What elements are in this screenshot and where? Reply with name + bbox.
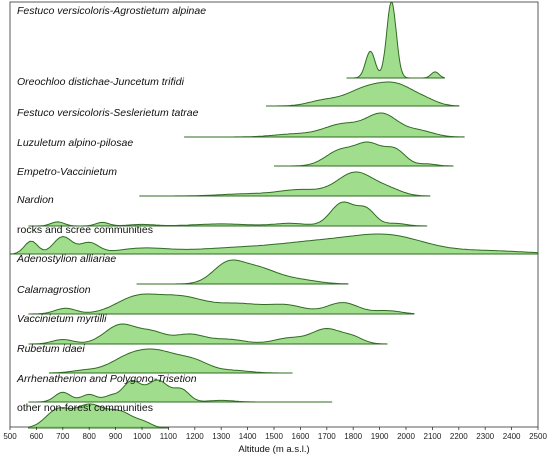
plot-frame xyxy=(9,1,539,428)
ridge-10 xyxy=(49,348,293,374)
x-tick-label-2: 700 xyxy=(56,432,70,441)
x-tick-label-9: 1400 xyxy=(239,432,257,441)
ridge-label-4: Empetro-Vaccinietum xyxy=(17,166,117,178)
x-tick-label-19: 2400 xyxy=(503,432,521,441)
x-tick-label-14: 1900 xyxy=(371,432,389,441)
ridge-1 xyxy=(266,81,460,107)
ridge-5 xyxy=(28,201,428,227)
x-tick-label-0: 500 xyxy=(3,432,17,441)
ridge-6 xyxy=(9,233,539,255)
ridge-label-3: Luzuletum alpino-pilosae xyxy=(17,137,133,149)
x-tick-label-10: 1500 xyxy=(265,432,283,441)
ridge-label-9: Vaccinietum myrtilli xyxy=(17,313,107,325)
x-tick-label-15: 2000 xyxy=(397,432,415,441)
x-tick-label-18: 2300 xyxy=(476,432,494,441)
x-tick-label-3: 800 xyxy=(83,432,97,441)
x-axis-title: Altitude (m a.s.l.) xyxy=(238,444,309,455)
x-tick-label-7: 1200 xyxy=(186,432,204,441)
x-tick-label-12: 1700 xyxy=(318,432,336,441)
ridge-label-8: Calamagrostion xyxy=(17,284,91,296)
ridge-label-10: Rubetum idaei xyxy=(17,343,85,355)
ridge-8 xyxy=(28,293,415,315)
x-tick-label-5: 1000 xyxy=(133,432,151,441)
ridge-label-6: rocks and scree communities xyxy=(17,224,153,236)
ridge-label-2: Festuco versicoloris-Seslerietum tatrae xyxy=(17,107,199,119)
x-tick-label-20: 2500 xyxy=(529,432,547,441)
x-tick-label-11: 1600 xyxy=(292,432,310,441)
ridge-4 xyxy=(139,171,431,197)
ridge-9 xyxy=(28,323,388,345)
ridge-2 xyxy=(184,112,465,138)
ridge-label-0: Festuco versicoloris-Agrostietum alpinae xyxy=(17,5,206,17)
ridge-12 xyxy=(28,403,169,429)
ridge-label-5: Nardion xyxy=(17,194,54,206)
ridge-label-1: Oreochloo distichae-Juncetum trifidi xyxy=(17,76,185,88)
x-tick-label-1: 600 xyxy=(30,432,44,441)
ridge-3 xyxy=(274,141,454,167)
labels-layer: Festuco versicoloris-Agrostietum alpinae… xyxy=(16,5,206,414)
ridge-0 xyxy=(346,1,445,79)
x-tick-label-13: 1800 xyxy=(344,432,362,441)
x-tick-label-6: 1100 xyxy=(160,432,178,441)
ridge-label-12: other non-forest communities xyxy=(17,402,153,414)
x-tick-label-4: 900 xyxy=(109,432,123,441)
x-tick-label-8: 1300 xyxy=(212,432,230,441)
ridge-label-11: Arrhenatherion and Polygono-Trisetion xyxy=(16,373,197,385)
x-tick-label-16: 2100 xyxy=(424,432,442,441)
x-tick-label-17: 2200 xyxy=(450,432,468,441)
x-axis: 500 600 700 800 900 1000 1100 1200 1300 1400 1500 1… xyxy=(3,427,547,441)
ridge-label-7: Adenostylion alliariae xyxy=(16,253,116,265)
ridge-7 xyxy=(136,259,349,285)
ridges-layer xyxy=(9,1,539,429)
